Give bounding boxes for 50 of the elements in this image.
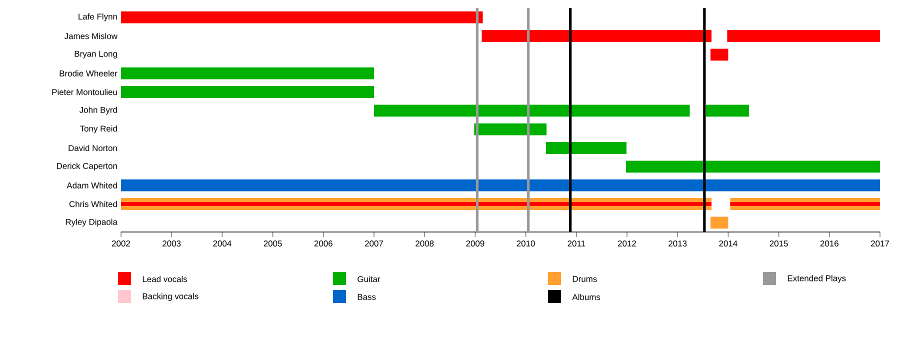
bar (121, 202, 712, 206)
y-tick-label: Pieter Montoulieu (52, 88, 117, 96)
y-tick-label: Tony Reid (80, 125, 117, 134)
x-tick-label: 2008 (416, 240, 434, 247)
x-tick-label: 2017 (871, 240, 889, 247)
x-tick-label: 2011 (568, 240, 586, 247)
bar (710, 216, 728, 229)
x-tick-label: 2012 (618, 240, 636, 247)
y-tick-label: Derick Caperton (56, 162, 117, 171)
legend-label: Albums (572, 294, 600, 300)
x-tick-label: 2015 (770, 240, 788, 247)
y-tick-label: John Byrd (79, 106, 117, 115)
bar (474, 123, 547, 136)
bar (710, 48, 728, 61)
y-tick-label: Brodie Wheeler (60, 70, 118, 76)
x-tick-label: 2016 (820, 240, 838, 247)
bar (730, 202, 880, 206)
y-tick-label: Lafe Flynn (78, 13, 117, 22)
x-tick-label: 2005 (264, 240, 282, 247)
bar (121, 86, 374, 98)
legend-label: Lead vocals (142, 276, 188, 282)
bar (121, 67, 374, 80)
bar (706, 104, 749, 117)
bar (374, 104, 690, 117)
x-tick-label: 2007 (365, 240, 383, 247)
bar (626, 160, 880, 173)
y-tick-label: Chris Whited (69, 200, 117, 208)
x-tick-label: 2006 (314, 240, 332, 247)
legend-label: Guitar (358, 276, 380, 282)
x-tick-label: 2009 (466, 240, 484, 247)
y-tick-label: Adam Whited (66, 182, 117, 188)
bar (121, 11, 483, 24)
legend-label: Backing vocals (142, 293, 198, 301)
x-tick-label: 2010 (516, 240, 535, 247)
x-tick-label: 2002 (112, 240, 130, 247)
x-tick-label: 2014 (719, 240, 738, 247)
legend-label: Bass (358, 294, 376, 300)
y-tick-label: Bryan Long (74, 50, 117, 58)
legend-label: Extended Plays (788, 275, 846, 283)
legend-label: Drums (572, 276, 597, 282)
y-tick-label: James Mislow (64, 32, 118, 40)
bar (121, 179, 880, 192)
y-tick-label: David Norton (68, 144, 117, 152)
bar (727, 30, 880, 42)
bar (482, 30, 712, 42)
bar (546, 142, 626, 154)
y-tick-label: Ryley Dipaola (66, 218, 118, 227)
x-tick-label: 2003 (162, 240, 181, 247)
x-tick-label: 2013 (668, 240, 687, 247)
x-tick-label: 2004 (213, 240, 232, 247)
